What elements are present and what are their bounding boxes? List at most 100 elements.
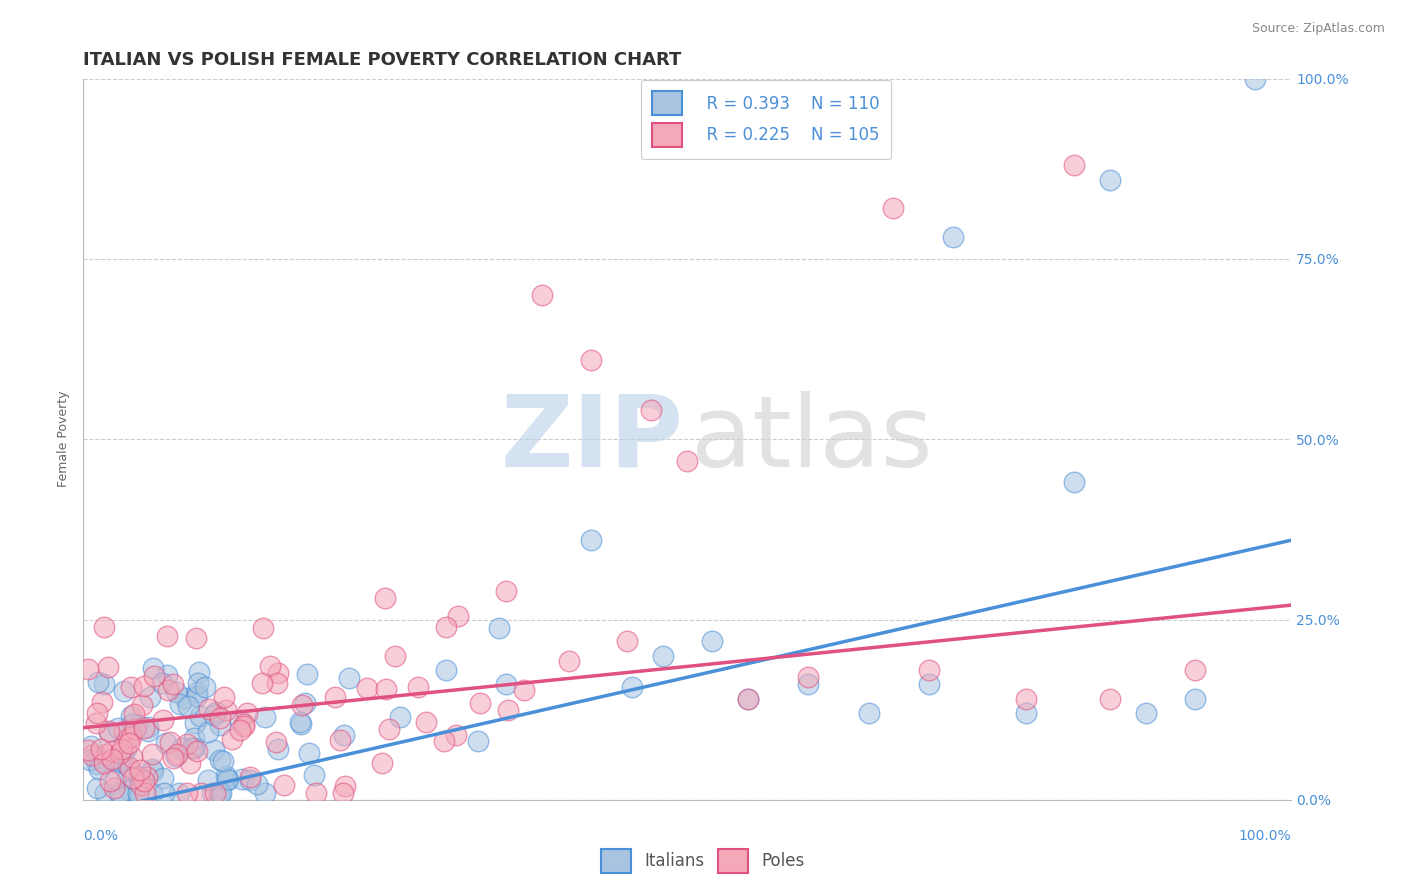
Point (198, 702, 221, 716)
Point (194, 680, 217, 694)
Point (80, 739, 103, 753)
Point (302, 767, 325, 781)
Point (111, 741, 134, 756)
Point (579, 533, 602, 548)
Point (94, 786, 117, 800)
Point (117, 731, 139, 746)
Point (136, 724, 159, 739)
Point (252, 621, 274, 635)
Point (129, 778, 152, 792)
Point (495, 583, 517, 598)
Point (1063, 158, 1085, 172)
Point (87, 675, 110, 690)
Point (197, 772, 219, 787)
Point (152, 713, 174, 727)
Point (186, 685, 208, 699)
Point (378, 722, 401, 736)
Point (882, 202, 904, 216)
Point (100, 744, 122, 758)
Point (266, 676, 288, 690)
Point (233, 718, 256, 732)
Point (121, 772, 143, 786)
Point (112, 683, 135, 698)
Point (156, 682, 179, 697)
Point (177, 699, 200, 714)
Point (918, 663, 941, 677)
Point (101, 752, 124, 766)
Point (141, 762, 163, 776)
Point (183, 740, 205, 755)
Point (298, 746, 321, 760)
Point (103, 781, 125, 796)
Point (291, 698, 314, 712)
Point (202, 708, 225, 723)
Point (188, 708, 211, 723)
Point (96, 747, 118, 761)
Point (323, 690, 346, 704)
Point (797, 677, 820, 691)
Point (221, 731, 243, 746)
Point (134, 722, 156, 736)
Point (375, 681, 398, 696)
Point (165, 749, 187, 764)
Point (183, 716, 205, 731)
Point (120, 730, 142, 744)
Point (209, 786, 232, 800)
Y-axis label: Female Poverty: Female Poverty (58, 391, 70, 487)
Legend: Italians, Poles: Italians, Poles (595, 842, 811, 880)
Point (433, 733, 456, 747)
Point (488, 621, 510, 635)
Point (167, 786, 190, 800)
Point (90, 742, 112, 756)
Point (212, 754, 235, 768)
Text: 100.0%: 100.0% (1239, 829, 1291, 843)
Point (166, 747, 188, 761)
Point (136, 770, 159, 784)
Point (250, 675, 273, 690)
Point (84, 716, 107, 731)
Point (297, 667, 319, 681)
Point (1184, 691, 1206, 706)
Point (1244, 71, 1267, 86)
Point (142, 669, 165, 683)
Point (108, 754, 131, 768)
Point (204, 786, 226, 800)
Point (134, 786, 156, 800)
Point (91, 695, 114, 709)
Point (239, 773, 262, 788)
Point (152, 772, 174, 786)
Point (108, 746, 131, 760)
Point (120, 680, 142, 694)
Point (371, 756, 394, 770)
Point (190, 786, 212, 800)
Point (127, 786, 149, 800)
Point (737, 691, 759, 706)
Point (229, 714, 252, 728)
Point (468, 696, 491, 710)
Point (142, 661, 165, 675)
Point (858, 706, 880, 721)
Point (115, 742, 138, 756)
Point (131, 698, 153, 713)
Point (93, 677, 115, 691)
Point (254, 710, 277, 724)
Point (942, 230, 965, 244)
Point (197, 725, 219, 739)
Point (498, 703, 520, 717)
Point (467, 734, 489, 748)
Point (434, 620, 457, 634)
Point (179, 756, 201, 770)
Point (209, 718, 232, 732)
Point (121, 750, 143, 764)
Point (86, 781, 108, 796)
Point (201, 786, 224, 800)
Point (640, 403, 662, 417)
Point (153, 786, 176, 800)
Point (305, 786, 328, 800)
Point (82, 747, 104, 762)
Point (120, 708, 142, 723)
Point (1135, 706, 1157, 721)
Point (652, 648, 675, 663)
Point (700, 634, 723, 648)
Point (374, 591, 396, 605)
